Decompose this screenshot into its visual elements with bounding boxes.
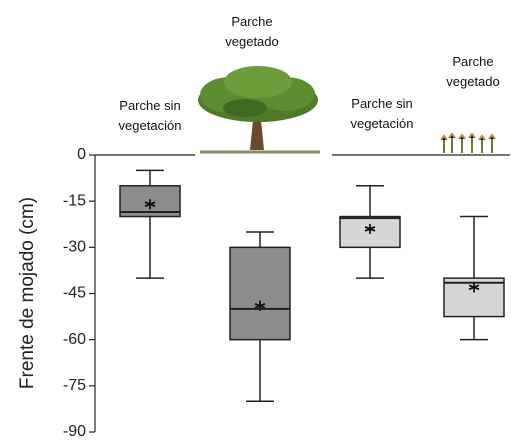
- box: [230, 247, 290, 339]
- grass-illustration: [441, 134, 495, 153]
- chart-area: Frente de mojado (cm) 0 -15 -30 -45 -60 -75 -9…: [0, 0, 511, 440]
- y-tick-label: -30: [63, 239, 86, 256]
- tree-illustration: [198, 66, 320, 152]
- y-axis-label: Frente de mojado (cm): [17, 197, 38, 389]
- y-tick-label: 0: [77, 146, 86, 163]
- category-label: Parche sin vegetación: [334, 94, 430, 134]
- y-tick-label: -90: [63, 423, 86, 440]
- category-label: Parche vegetado: [204, 12, 300, 52]
- category-label: Parche sin vegetación: [102, 96, 198, 136]
- y-tick-label: -45: [63, 285, 86, 302]
- y-tick-label: -15: [63, 192, 86, 209]
- y-tick-label: -75: [63, 377, 86, 394]
- y-tick-label: -60: [63, 331, 86, 348]
- category-label: Parche vegetado: [425, 52, 511, 92]
